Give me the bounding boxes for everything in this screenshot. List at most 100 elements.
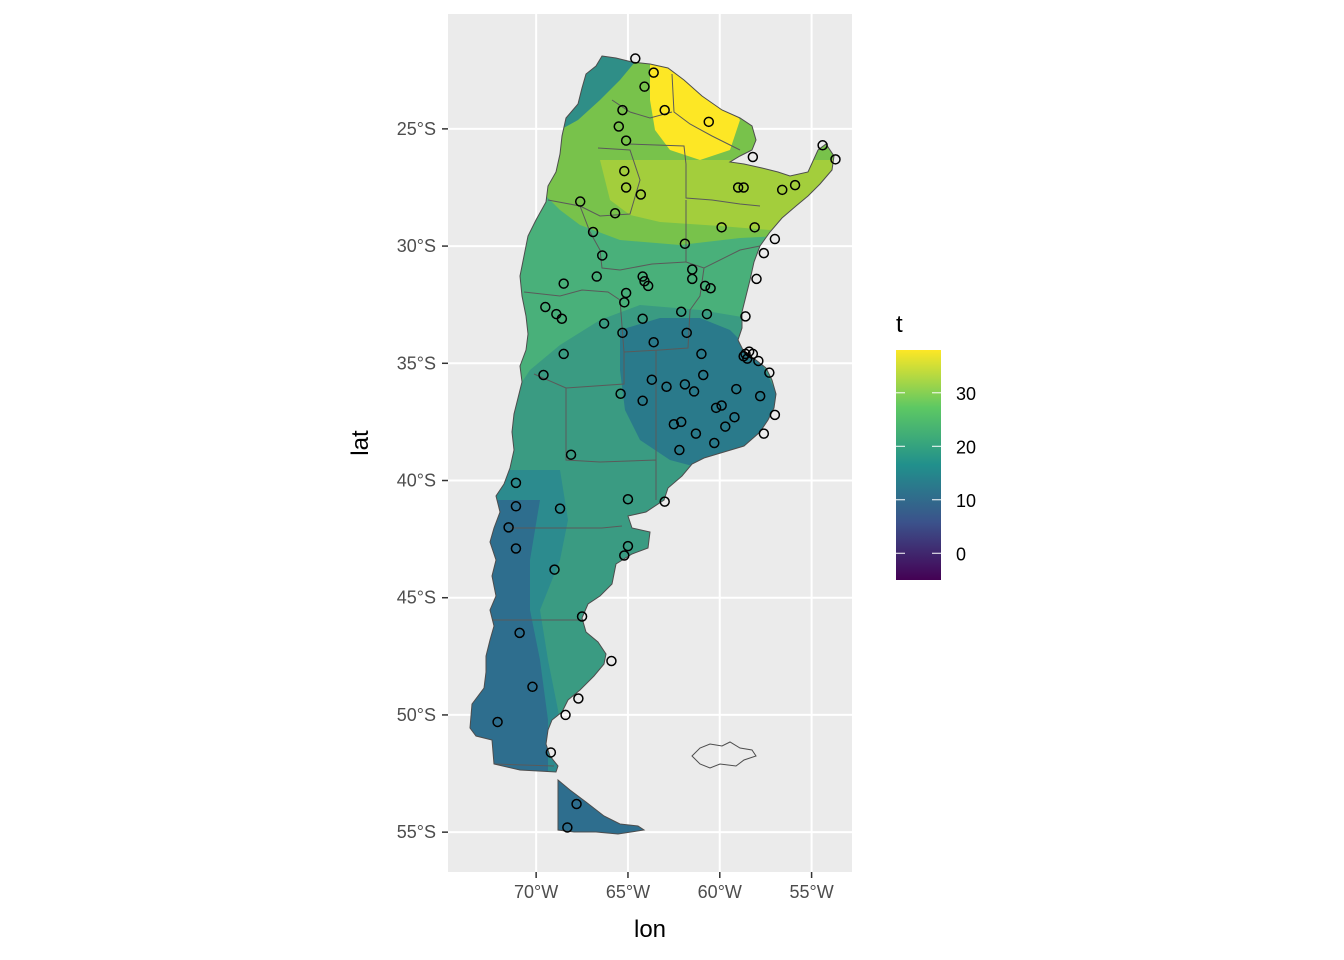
station-point [620,182,632,193]
station-point [622,540,634,552]
legend-colorbar [896,350,941,580]
x-tick-label: 55°W [789,882,833,902]
station-point [648,336,659,348]
station-point [731,383,742,395]
station-point [769,233,781,245]
station-point [492,716,503,728]
station-point [615,388,626,400]
x-axis-title: lon [634,916,666,943]
x-tick-label: 65°W [606,882,650,902]
station-point [619,550,630,561]
station-point [574,196,586,207]
station-point [738,351,749,362]
station-point [789,179,801,191]
station-point [597,250,608,261]
station-point [558,348,569,360]
legend-ticks: 0 10 20 30 [896,384,976,564]
station-point [830,154,841,165]
y-tick-label: 50°S [397,705,436,725]
station-point [764,367,775,378]
x-tick-label: 70°W [514,882,558,902]
x-axis: 70°W 65°W 60°W 55°W [514,872,834,902]
station-point [598,318,610,329]
station-point [716,400,727,411]
station-point [747,151,759,163]
station-points [492,53,841,833]
station-point [510,543,522,554]
station-point [703,116,715,128]
legend-tick-label: 20 [956,437,976,457]
station-point [749,222,760,233]
legend: t 0 10 20 30 [896,311,976,580]
station-point [591,271,602,282]
station-point [675,416,687,428]
station-point [701,308,713,320]
station-point [606,655,617,667]
station-point [675,306,687,317]
station-point [510,501,522,512]
station-point [613,121,625,132]
legend-tick-label: 30 [956,384,976,404]
station-point [558,278,569,289]
legend-tick-label: 0 [956,544,966,564]
station-point [619,165,630,177]
x-tick-label: 60°W [698,882,742,902]
station-point [637,313,648,325]
station-point [620,135,632,146]
station-point [679,238,691,249]
station-point [639,81,650,92]
station-point [565,449,577,460]
y-axis: 25°S 30°S 35°S 40°S 45°S 50°S 55°S [397,119,448,842]
station-point [617,327,628,339]
station-point [637,271,648,282]
station-point [554,503,566,514]
station-point [679,379,691,390]
station-point [587,226,599,238]
station-point [503,522,514,533]
station-point [573,693,584,704]
station-point [560,709,571,721]
station-point [668,418,680,430]
station-point [571,798,582,810]
legend-tick-label: 10 [956,491,976,511]
station-point [622,494,634,505]
station-point [732,182,744,193]
station-point [661,381,672,392]
province-borders [492,73,761,767]
station-point [630,53,641,64]
station-point [690,428,702,439]
legend-title: t [896,311,903,338]
station-point [576,611,588,622]
station-point [699,280,711,292]
y-tick-label: 25°S [397,119,436,139]
y-tick-label: 55°S [397,822,436,842]
station-point [696,348,707,360]
station-point [705,283,716,294]
station-point [709,437,720,449]
station-point [698,369,709,381]
station-point [776,184,788,196]
station-point [549,564,560,575]
station-point [753,355,764,367]
station-point [540,301,551,313]
station-point [619,297,630,308]
station-point [635,189,647,200]
station-point [556,313,568,325]
station-point [740,311,751,322]
station-point [674,444,685,456]
country-outline [469,55,835,835]
station-point [710,402,722,414]
station-point [514,627,525,639]
station-point [751,273,762,285]
station-point [617,104,628,116]
station-point [686,273,698,285]
station-point [659,496,670,507]
y-tick-label: 30°S [397,236,436,256]
station-point [659,104,670,116]
station-point [527,681,538,693]
station-point [758,247,770,259]
station-point [642,280,654,292]
station-point [637,395,648,407]
station-point [609,208,621,219]
station-point [538,369,549,381]
